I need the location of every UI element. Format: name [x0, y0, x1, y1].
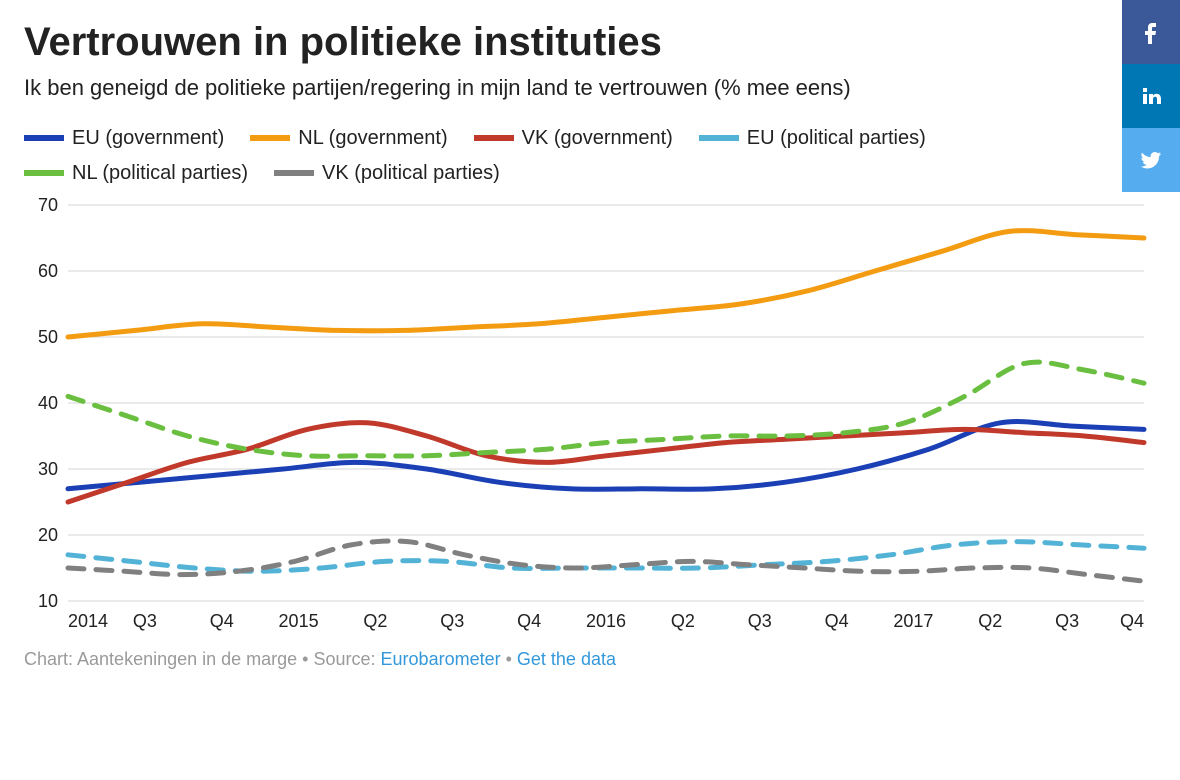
xtick-label-1: Q3: [133, 611, 157, 631]
legend-item-vk_pp[interactable]: VK (political parties): [274, 157, 500, 189]
xtick-label-12: Q2: [978, 611, 1002, 631]
xtick-label-0: 2014: [68, 611, 108, 631]
legend-label-nl_pp: NL (political parties): [72, 157, 248, 189]
legend-label-nl_gov: NL (government): [298, 122, 447, 154]
chart-subtitle: Ik ben geneigd de politieke partijen/reg…: [24, 75, 1156, 101]
xtick-label-7: 2016: [586, 611, 626, 631]
chart-plot-area: 10 20 30 40 50 60 70 2014 Q3 Q4 2015 Q2 Q3 Q4 2016 Q2 Q3…: [24, 195, 1156, 635]
xtick-label-10: Q4: [825, 611, 849, 631]
xtick-label-11: 2017: [893, 611, 933, 631]
legend-swatch-eu_gov: [24, 135, 64, 141]
ytick-label-20: 20: [38, 525, 58, 545]
ytick-label-40: 40: [38, 393, 58, 413]
series-vk_pp: [68, 541, 1144, 581]
footer-getdata-link[interactable]: Get the data: [517, 649, 616, 669]
ytick-label-50: 50: [38, 327, 58, 347]
legend-item-nl_gov[interactable]: NL (government): [250, 122, 447, 154]
chart-footer: Chart: Aantekeningen in de marge • Sourc…: [24, 649, 1156, 670]
series-nl_gov: [68, 231, 1144, 337]
xtick-label-3: 2015: [279, 611, 319, 631]
ytick-label-70: 70: [38, 195, 58, 215]
footer-prefix: Chart: Aantekeningen in de marge • Sourc…: [24, 649, 381, 669]
xtick-label-8: Q2: [671, 611, 695, 631]
xtick-label-4: Q2: [363, 611, 387, 631]
facebook-icon: [1139, 20, 1163, 44]
social-share-column: [1122, 0, 1180, 192]
ytick-label-30: 30: [38, 459, 58, 479]
legend-swatch-nl_pp: [24, 170, 64, 176]
xtick-label-14: Q4: [1120, 611, 1144, 631]
footer-sep: •: [501, 649, 517, 669]
legend-label-eu_gov: EU (government): [72, 122, 224, 154]
xtick-label-2: Q4: [210, 611, 234, 631]
xtick-label-9: Q3: [748, 611, 772, 631]
legend-item-nl_pp[interactable]: NL (political parties): [24, 157, 248, 189]
legend-item-eu_gov[interactable]: EU (government): [24, 122, 224, 154]
ytick-label-60: 60: [38, 261, 58, 281]
ytick-label-10: 10: [38, 591, 58, 611]
legend-swatch-vk_gov: [474, 135, 514, 141]
xtick-label-13: Q3: [1055, 611, 1079, 631]
twitter-share-button[interactable]: [1122, 128, 1180, 192]
legend-item-eu_pp[interactable]: EU (political parties): [699, 122, 926, 154]
legend-label-vk_pp: VK (political parties): [322, 157, 500, 189]
legend: EU (government) NL (government) VK (govern…: [24, 119, 1156, 189]
legend-item-vk_gov[interactable]: VK (government): [474, 122, 673, 154]
series-nl_pp: [68, 362, 1144, 456]
legend-label-eu_pp: EU (political parties): [747, 122, 926, 154]
facebook-share-button[interactable]: [1122, 0, 1180, 64]
legend-swatch-vk_pp: [274, 170, 314, 176]
chart-title: Vertrouwen in politieke instituties: [24, 20, 1156, 65]
footer-source-link[interactable]: Eurobarometer: [381, 649, 501, 669]
twitter-icon: [1139, 148, 1163, 172]
linkedin-share-button[interactable]: [1122, 64, 1180, 128]
linkedin-icon: [1139, 84, 1163, 108]
legend-swatch-nl_gov: [250, 135, 290, 141]
xtick-label-6: Q4: [517, 611, 541, 631]
legend-label-vk_gov: VK (government): [522, 122, 673, 154]
xtick-label-5: Q3: [440, 611, 464, 631]
legend-swatch-eu_pp: [699, 135, 739, 141]
